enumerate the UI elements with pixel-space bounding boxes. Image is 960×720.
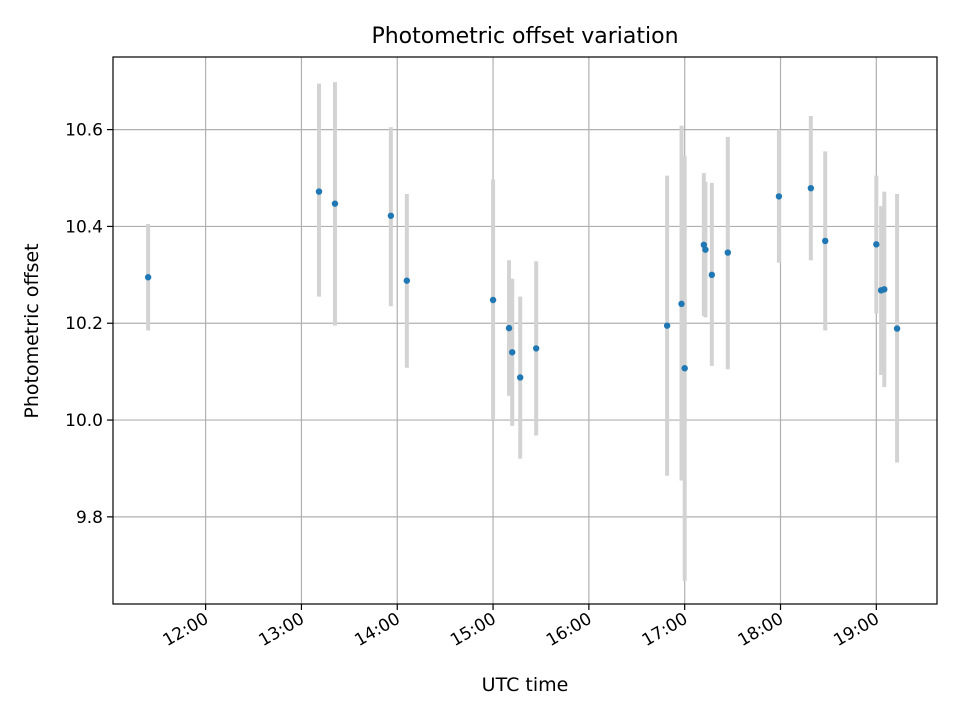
- data-point: [873, 241, 880, 248]
- data-point: [881, 286, 888, 293]
- data-point: [678, 300, 685, 308]
- y-tick-label: 9.8: [76, 508, 103, 528]
- data-point: [702, 246, 709, 253]
- y-tick-label: 10.2: [65, 314, 103, 334]
- data-point: [387, 212, 395, 219]
- data-point: [663, 322, 671, 329]
- data-point: [822, 237, 829, 245]
- data-point: [315, 188, 323, 195]
- x-tick-label: 14:00: [351, 609, 403, 651]
- data-point: [403, 277, 411, 284]
- data-point: [893, 325, 901, 332]
- y-axis-ticks: 9.8 10.0 10.2 10.4 10.6: [65, 121, 113, 528]
- x-tick-label: 15:00: [447, 609, 499, 651]
- data-point: [724, 249, 732, 256]
- data-point: [681, 365, 688, 372]
- data-point: [509, 349, 516, 356]
- chart-title: Photometric offset variation: [371, 24, 678, 49]
- x-tick-label: 19:00: [830, 609, 882, 651]
- data-point: [517, 374, 524, 381]
- data-point: [505, 324, 513, 332]
- x-tick-label: 16:00: [543, 609, 595, 651]
- x-tick-label: 12:00: [160, 609, 212, 651]
- data-point: [532, 345, 540, 352]
- y-tick-label: 10.0: [65, 411, 103, 431]
- data-point: [144, 274, 152, 281]
- y-tick-label: 10.6: [65, 121, 103, 141]
- data-point: [807, 184, 815, 192]
- data-point: [331, 200, 339, 207]
- error-bars: [146, 82, 900, 581]
- data-point: [700, 241, 708, 249]
- data-point: [775, 193, 783, 200]
- plot-frame: [112, 56, 938, 605]
- x-axis-title: UTC time: [482, 674, 569, 696]
- data-point: [708, 271, 716, 279]
- x-axis-ticks: 12:00 13:00 14:00 15:00 16:00 17:00 18:00 19:00: [160, 604, 883, 651]
- y-tick-label: 10.4: [65, 217, 103, 237]
- data-point: [489, 296, 497, 304]
- x-tick-label: 17:00: [639, 609, 691, 651]
- x-tick-label: 18:00: [735, 609, 787, 651]
- x-tick-label: 13:00: [255, 609, 307, 651]
- data-points: [144, 184, 901, 381]
- y-axis-title: Photometric offset: [21, 243, 43, 418]
- grid-lines: [113, 57, 937, 604]
